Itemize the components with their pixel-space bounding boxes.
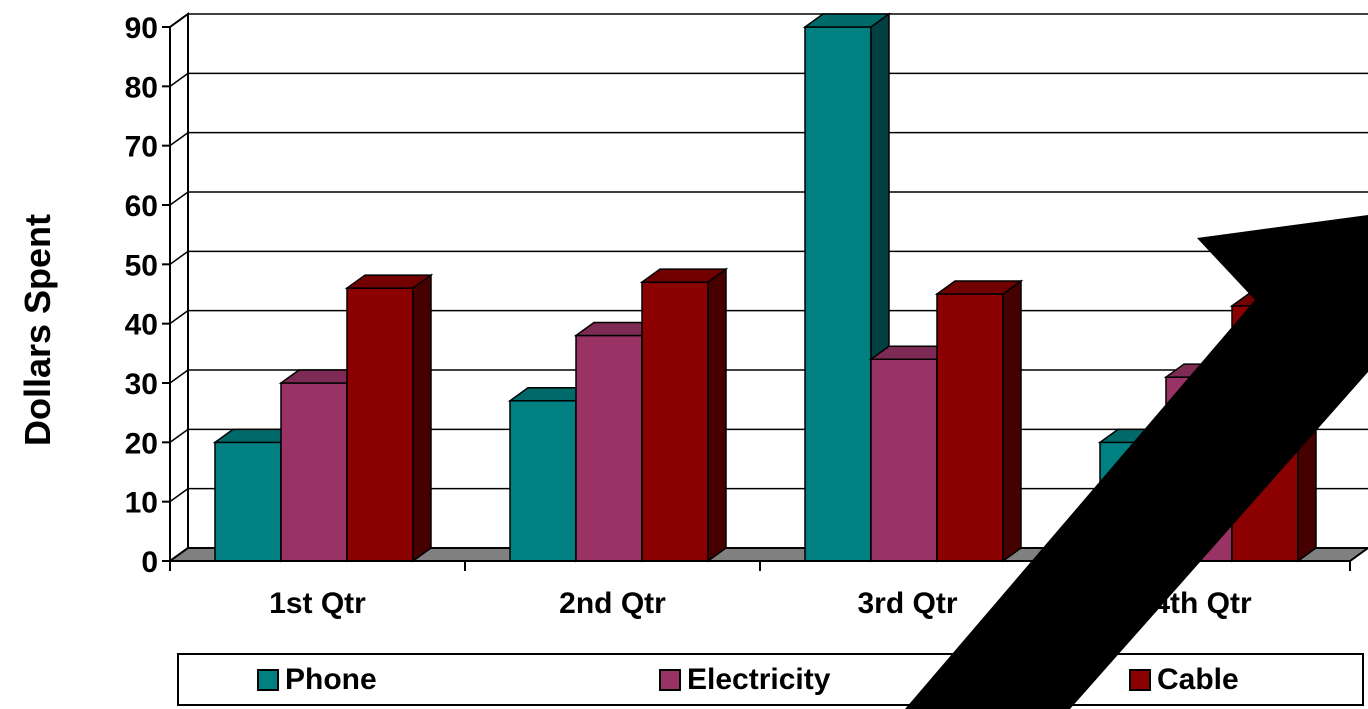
legend-item-phone: Phone: [257, 655, 377, 704]
gridline-side-90: [169, 13, 189, 28]
gridline-side-10: [169, 488, 189, 503]
x-tick-label-1st-qtr: 1st Qtr: [269, 587, 366, 620]
legend-label-electricity: Electricity: [687, 662, 831, 696]
gridline-side-70: [169, 132, 189, 147]
legend: Phone Electricity Cable: [177, 653, 1364, 706]
y-tick-labels: 0 10 20 30 40 50 60 70 80 90: [125, 12, 158, 579]
legend-swatch-phone: [257, 668, 279, 691]
y-tick-label-60: 60: [125, 190, 158, 223]
y-tick-label-30: 30: [125, 368, 158, 401]
y-tick-label-0: 0: [141, 546, 158, 579]
gridline-side-20: [169, 428, 189, 443]
x-tick-label-2nd-qtr: 2nd Qtr: [559, 587, 666, 620]
legend-label-cable: Cable: [1157, 662, 1239, 696]
y-tick-label-10: 10: [125, 487, 158, 520]
bar-cable-1st-qtr: [344, 273, 434, 563]
y-tick-label-90: 90: [125, 12, 158, 45]
legend-item-cable: Cable: [1129, 655, 1239, 704]
y-tick-label-50: 50: [125, 249, 158, 282]
arrow-shape: [905, 215, 1368, 709]
legend-swatch-cable: [1129, 668, 1151, 691]
gridline-side-80: [169, 72, 189, 87]
legend-swatch-electricity: [659, 668, 681, 691]
x-tick-labels: 1st Qtr 2nd Qtr 3rd Qtr 4th Qtr: [269, 587, 1252, 620]
x-tick-label-3rd-qtr: 3rd Qtr: [857, 587, 957, 620]
legend-item-electricity: Electricity: [659, 655, 830, 704]
legend-label-phone: Phone: [285, 662, 377, 696]
gridlines: [162, 13, 1368, 562]
bar-cable-2nd-qtr: [639, 267, 729, 563]
gridline-side-60: [169, 191, 189, 206]
gridline-side-30: [169, 369, 189, 384]
gridline-side-40: [169, 310, 189, 325]
gridline-side-50: [169, 250, 189, 265]
y-tick-label-70: 70: [125, 131, 158, 164]
y-tick-label-20: 20: [125, 427, 158, 460]
y-tick-label-40: 40: [125, 309, 158, 342]
y-tick-label-80: 80: [125, 71, 158, 104]
bar-cable-3rd-qtr: [934, 279, 1024, 563]
